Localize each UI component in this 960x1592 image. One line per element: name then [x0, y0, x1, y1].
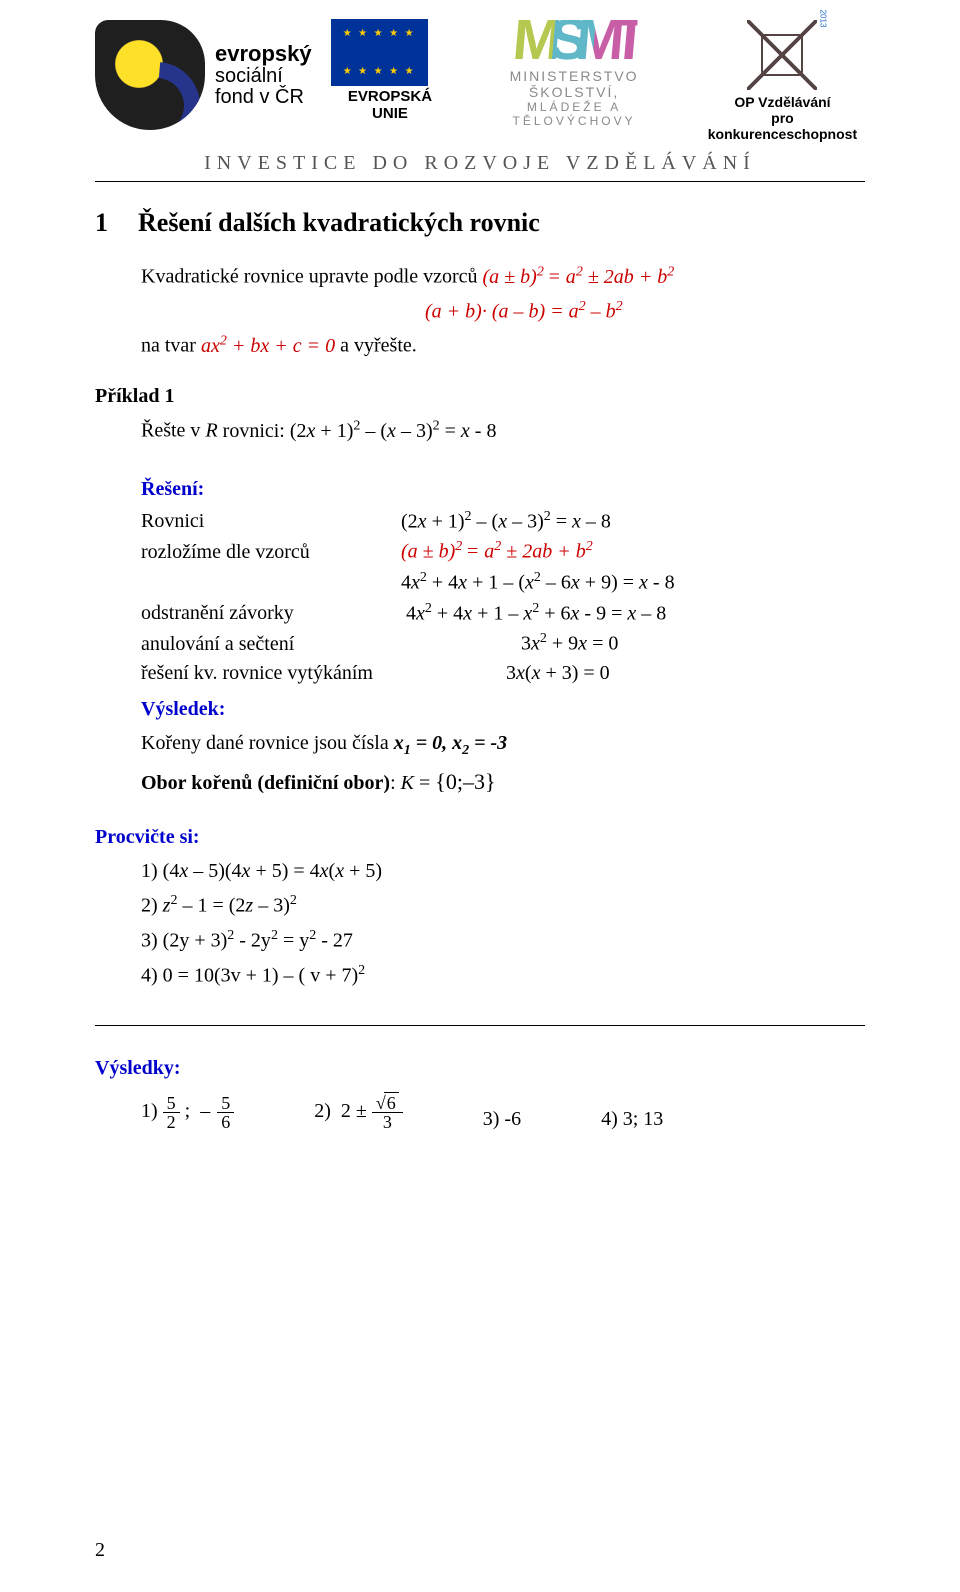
opvk-graphic-icon [747, 20, 817, 90]
msmt-logo-block: MŠMT MINISTERSTVO ŠKOLSTVÍ, MLÁDEŽE A TĚ… [468, 20, 680, 128]
priklad-stmt-b: rovnici: (2x + 1)2 – (x – 3)2 = x - 8 [223, 420, 497, 442]
answer1-f2-num: 5 [217, 1094, 234, 1113]
priklad-stmt-R: R [205, 420, 217, 442]
answer2-frac: 6 3 [372, 1094, 403, 1131]
eu-label: EVROPSKÁ UNIE [332, 88, 449, 122]
page: evropský sociální fond v ČR EVROPSKÁ UNI… [0, 0, 960, 1592]
procvicte-label: Procvičte si: [95, 823, 865, 851]
priklad-stmt-a: Řešte v [141, 420, 205, 442]
priklad-statement: Řešte v R rovnici: (2x + 1)2 – (x – 3)2 … [141, 416, 865, 445]
ex3: 3) (2y + 3)2 - 2y2 = y2 - 27 [141, 926, 865, 955]
esf-line1: evropský [215, 42, 312, 65]
ex1: 1) (4x – 5)(4x + 5) = 4x(x + 5) [141, 857, 865, 885]
obor-c: K [401, 772, 414, 794]
vysledky-label: Výsledky: [95, 1054, 865, 1082]
intro-line3c: a vyřešte. [340, 335, 417, 357]
section-number: 1 [95, 208, 108, 238]
step1-label: Rovnici [141, 510, 401, 533]
esf-logo-block: evropský sociální fond v ČR [95, 20, 312, 130]
invest-tagline: INVESTICE DO ROZVOJE VZDĚLÁVÁNÍ [95, 152, 865, 175]
intro-line3: na tvar ax2 + bx + c = 0 a vyřešte. [141, 331, 865, 360]
answer1-f2-den: 6 [217, 1113, 234, 1131]
intro-line1: Kvadratické rovnice upravte podle vzorců… [141, 262, 865, 291]
msmt-logo-icon: MŠMT [511, 20, 637, 61]
vysledek-text-a: Kořeny dané rovnice jsou čísla [141, 732, 394, 754]
ex2: 2) z2 – 1 = (2z – 3)2 [141, 891, 865, 920]
page-title: Řešení dalších kvadratických rovnic [138, 208, 540, 238]
title-row: 1 Řešení dalších kvadratických rovnic [95, 208, 865, 238]
step6-label: řešení kv. rovnice vytýkáním [141, 662, 401, 685]
step2-label: rozložíme dle vzorců [141, 541, 401, 564]
answer4: 4) 3; 13 [601, 1108, 663, 1131]
vysledek-text-b: x1 = 0, x2 = -3 [394, 732, 507, 754]
intro-line3a: na tvar [141, 335, 201, 357]
esf-line2: sociální [215, 66, 312, 87]
opvk-logo-block: OP Vzdělávání pro konkurenceschopnost [700, 20, 865, 142]
vysledek-label: Výsledek: [141, 695, 865, 723]
step5-expr: 3x2 + 9x = 0 [401, 631, 865, 656]
answer3: 3) -6 [483, 1108, 521, 1131]
step4-label: odstranění závorky [141, 602, 401, 625]
header-logo-strip: evropský sociální fond v ČR EVROPSKÁ UNI… [95, 0, 865, 142]
answer2-den: 3 [379, 1113, 396, 1131]
answer2-num: 6 [372, 1094, 403, 1113]
answer1: 1) 5 2 ; – 5 6 [141, 1094, 234, 1131]
answer1-f1-num: 5 [163, 1094, 180, 1113]
answers-row: 1) 5 2 ; – 5 6 2) 2 ± 6 3 3) -6 4) 3; 13 [141, 1094, 865, 1131]
step2-expr: (a ± b)2 = a2 ± 2ab + b2 [401, 539, 865, 564]
intro-formula1: (a ± b)2 = a2 ± 2ab + b2 [483, 266, 675, 288]
obor-a: Obor kořenů (definiční obor) [141, 772, 390, 794]
header-rule [95, 181, 865, 182]
intro-line1-text: Kvadratické rovnice upravte podle vzorců [141, 266, 483, 288]
obor-d: = [414, 772, 435, 794]
answer1-frac1: 5 2 [163, 1094, 180, 1131]
reseni-label: Řešení: [141, 475, 865, 503]
step1-expr: (2x + 1)2 – (x – 3)2 = x – 8 [401, 509, 865, 534]
obor-row: Obor kořenů (definiční obor): K = {0;–3} [141, 767, 865, 798]
obor-b: : [390, 772, 401, 794]
answer2: 2) 2 ± 6 3 [314, 1094, 403, 1131]
eu-logo-block: EVROPSKÁ UNIE [332, 20, 449, 122]
answer2-sqrt: 6 [384, 1092, 399, 1113]
intro-line3b: ax2 + bx + c = 0 [201, 335, 335, 357]
answer1-frac2: 5 6 [217, 1094, 234, 1131]
eu-flag-icon [332, 20, 427, 85]
intro-formula2: (a + b)· (a – b) = a2 – b2 [425, 297, 865, 326]
step4-expr: 4x2 + 4x + 1 – x2 + 6x - 9 = x – 8 [401, 601, 865, 626]
obor-set: {0;–3} [435, 769, 495, 794]
step5-label: anulování a sečtení [141, 633, 401, 656]
esf-swirl-icon [95, 20, 205, 130]
step6-expr: 3x(x + 3) = 0 [401, 662, 865, 685]
esf-line3: fond v ČR [215, 87, 312, 108]
page-number: 2 [95, 1539, 105, 1562]
ex4: 4) 0 = 10(3v + 1) – ( v + 7)2 [141, 961, 865, 990]
priklad-label: Příklad 1 [95, 382, 865, 410]
msmt-line1: MINISTERSTVO ŠKOLSTVÍ, [468, 68, 680, 100]
answer1-neg: – [200, 1100, 210, 1122]
answer1-sep: ; [185, 1100, 196, 1122]
solution-steps: Rovnici (2x + 1)2 – (x – 3)2 = x – 8 roz… [141, 509, 865, 685]
answer1-f1-den: 2 [163, 1113, 180, 1131]
midpage-rule [95, 1025, 865, 1026]
vysledek-text: Kořeny dané rovnice jsou čísla x1 = 0, x… [141, 729, 865, 761]
step3-expr: 4x2 + 4x + 1 – (x2 – 6x + 9) = x - 8 [401, 570, 865, 595]
esf-text: evropský sociální fond v ČR [215, 42, 312, 107]
opvk-line2: pro konkurenceschopnost [700, 110, 865, 142]
answer1-label: 1) [141, 1100, 163, 1122]
opvk-line1: OP Vzdělávání [700, 94, 865, 110]
msmt-line2: MLÁDEŽE A TĚLOVÝCHOVY [468, 100, 680, 128]
